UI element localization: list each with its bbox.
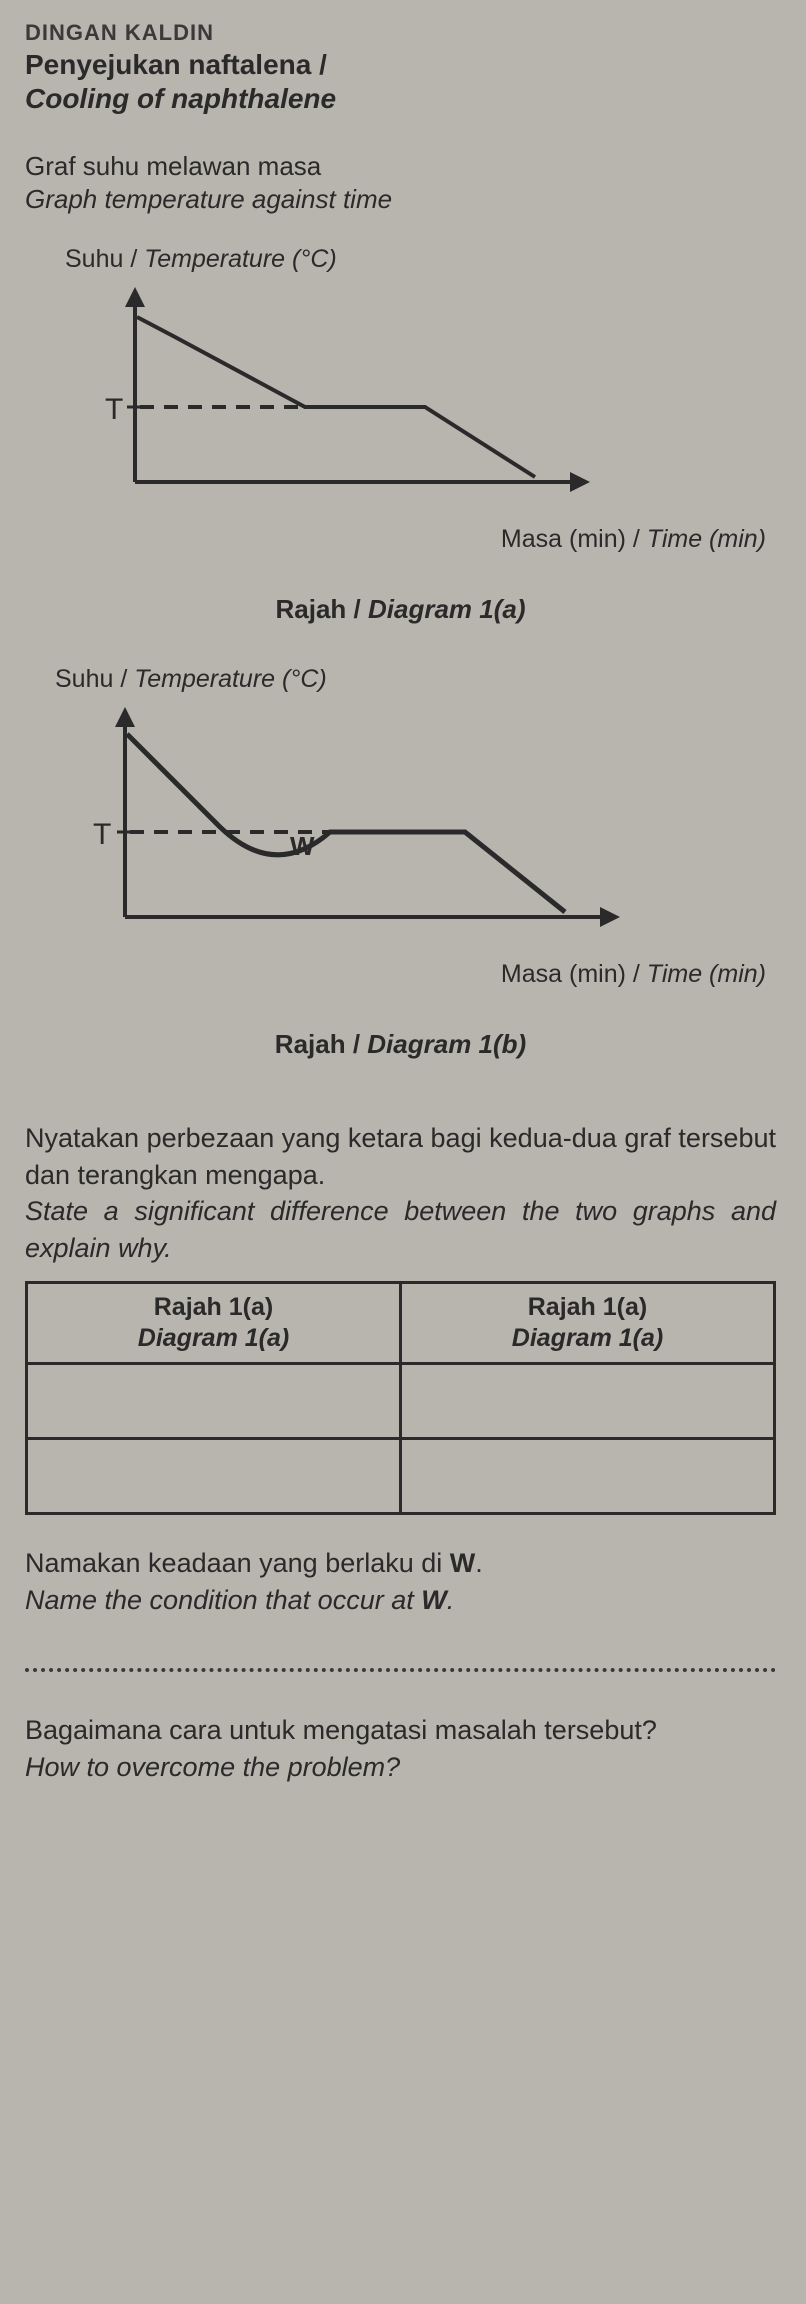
chart-a-ylabel: Suhu / Temperature (°C) [65, 245, 776, 274]
question-3-ms: Bagaimana cara untuk mengatasi masalah t… [25, 1715, 657, 1745]
chart-b-ylabel: Suhu / Temperature (°C) [55, 665, 776, 694]
question-2-en: Name the condition that occur at W. [25, 1582, 776, 1618]
table-header-1-en: Diagram 1(a) [36, 1323, 391, 1354]
header-cut-text: DINGAN KALDIN [25, 20, 776, 46]
table-cell[interactable] [401, 1364, 775, 1439]
diagram-b-label: Rajah / Diagram 1(b) [25, 1029, 776, 1060]
title-en: Cooling of naphthalene [25, 82, 776, 116]
chart-a-xlabel-ms: Masa (min) / [501, 525, 647, 553]
table-row [27, 1364, 775, 1439]
chart-b-t-label: T [93, 818, 111, 851]
table-row [27, 1439, 775, 1514]
chart-b-xlabel-ms: Masa (min) / [501, 960, 647, 988]
question-2: Namakan keadaan yang berlaku di W. Name … [25, 1545, 776, 1618]
table-cell[interactable] [401, 1439, 775, 1514]
question-2-ms: Namakan keadaan yang berlaku di W. [25, 1548, 483, 1578]
diagram-b-label-ms: Rajah / [275, 1029, 367, 1059]
subtitle-en: Graph temperature against time [25, 183, 776, 216]
table-header-1-ms: Rajah 1(a) [154, 1293, 273, 1321]
chart-a-xlabel-en: Time (min) [647, 525, 766, 553]
chart-a-ylabel-en: Temperature (°C) [144, 245, 336, 273]
answer-line[interactable] [25, 1668, 776, 1672]
diagram-a-label-ms: Rajah / [276, 594, 368, 624]
chart-b-xlabel-en: Time (min) [647, 960, 766, 988]
chart-a-svg: T [75, 282, 595, 512]
title-ms: Penyejukan naftalena / [25, 48, 776, 82]
chart-b-ylabel-en: Temperature (°C) [134, 665, 326, 693]
question-1: Nyatakan perbezaan yang ketara bagi kedu… [25, 1120, 776, 1266]
chart-a-ylabel-ms: Suhu / [65, 245, 144, 273]
diagram-a-label: Rajah / Diagram 1(a) [25, 594, 776, 625]
table-header-2-ms: Rajah 1(a) [528, 1293, 647, 1321]
table-cell[interactable] [27, 1364, 401, 1439]
chart-b-xlabel: Masa (min) / Time (min) [65, 960, 766, 989]
chart-b-ylabel-ms: Suhu / [55, 665, 134, 693]
chart-b-container: Suhu / Temperature (°C) T W Masa (min) /… [65, 665, 776, 989]
table-header-2-en: Diagram 1(a) [410, 1323, 765, 1354]
chart-a-xlabel: Masa (min) / Time (min) [75, 525, 766, 554]
chart-b-svg: T W [65, 702, 625, 947]
question-1-ms: Nyatakan perbezaan yang ketara bagi kedu… [25, 1120, 776, 1193]
table-header-1: Rajah 1(a) Diagram 1(a) [27, 1282, 401, 1364]
table-cell[interactable] [27, 1439, 401, 1514]
question-3: Bagaimana cara untuk mengatasi masalah t… [25, 1712, 776, 1785]
subtitle-ms: Graf suhu melawan masa [25, 150, 776, 183]
question-3-en: How to overcome the problem? [25, 1749, 776, 1785]
question-1-en: State a significant difference between t… [25, 1193, 776, 1266]
diagram-b-label-en: Diagram 1(b) [367, 1029, 526, 1059]
diagram-a-label-en: Diagram 1(a) [368, 594, 526, 624]
chart-a-t-label: T [105, 393, 123, 426]
answer-table: Rajah 1(a) Diagram 1(a) Rajah 1(a) Diagr… [25, 1281, 776, 1516]
chart-a-container: Suhu / Temperature (°C) T Masa (min) / T… [75, 245, 776, 554]
table-header-2: Rajah 1(a) Diagram 1(a) [401, 1282, 775, 1364]
chart-b-w-label: W [290, 831, 315, 861]
